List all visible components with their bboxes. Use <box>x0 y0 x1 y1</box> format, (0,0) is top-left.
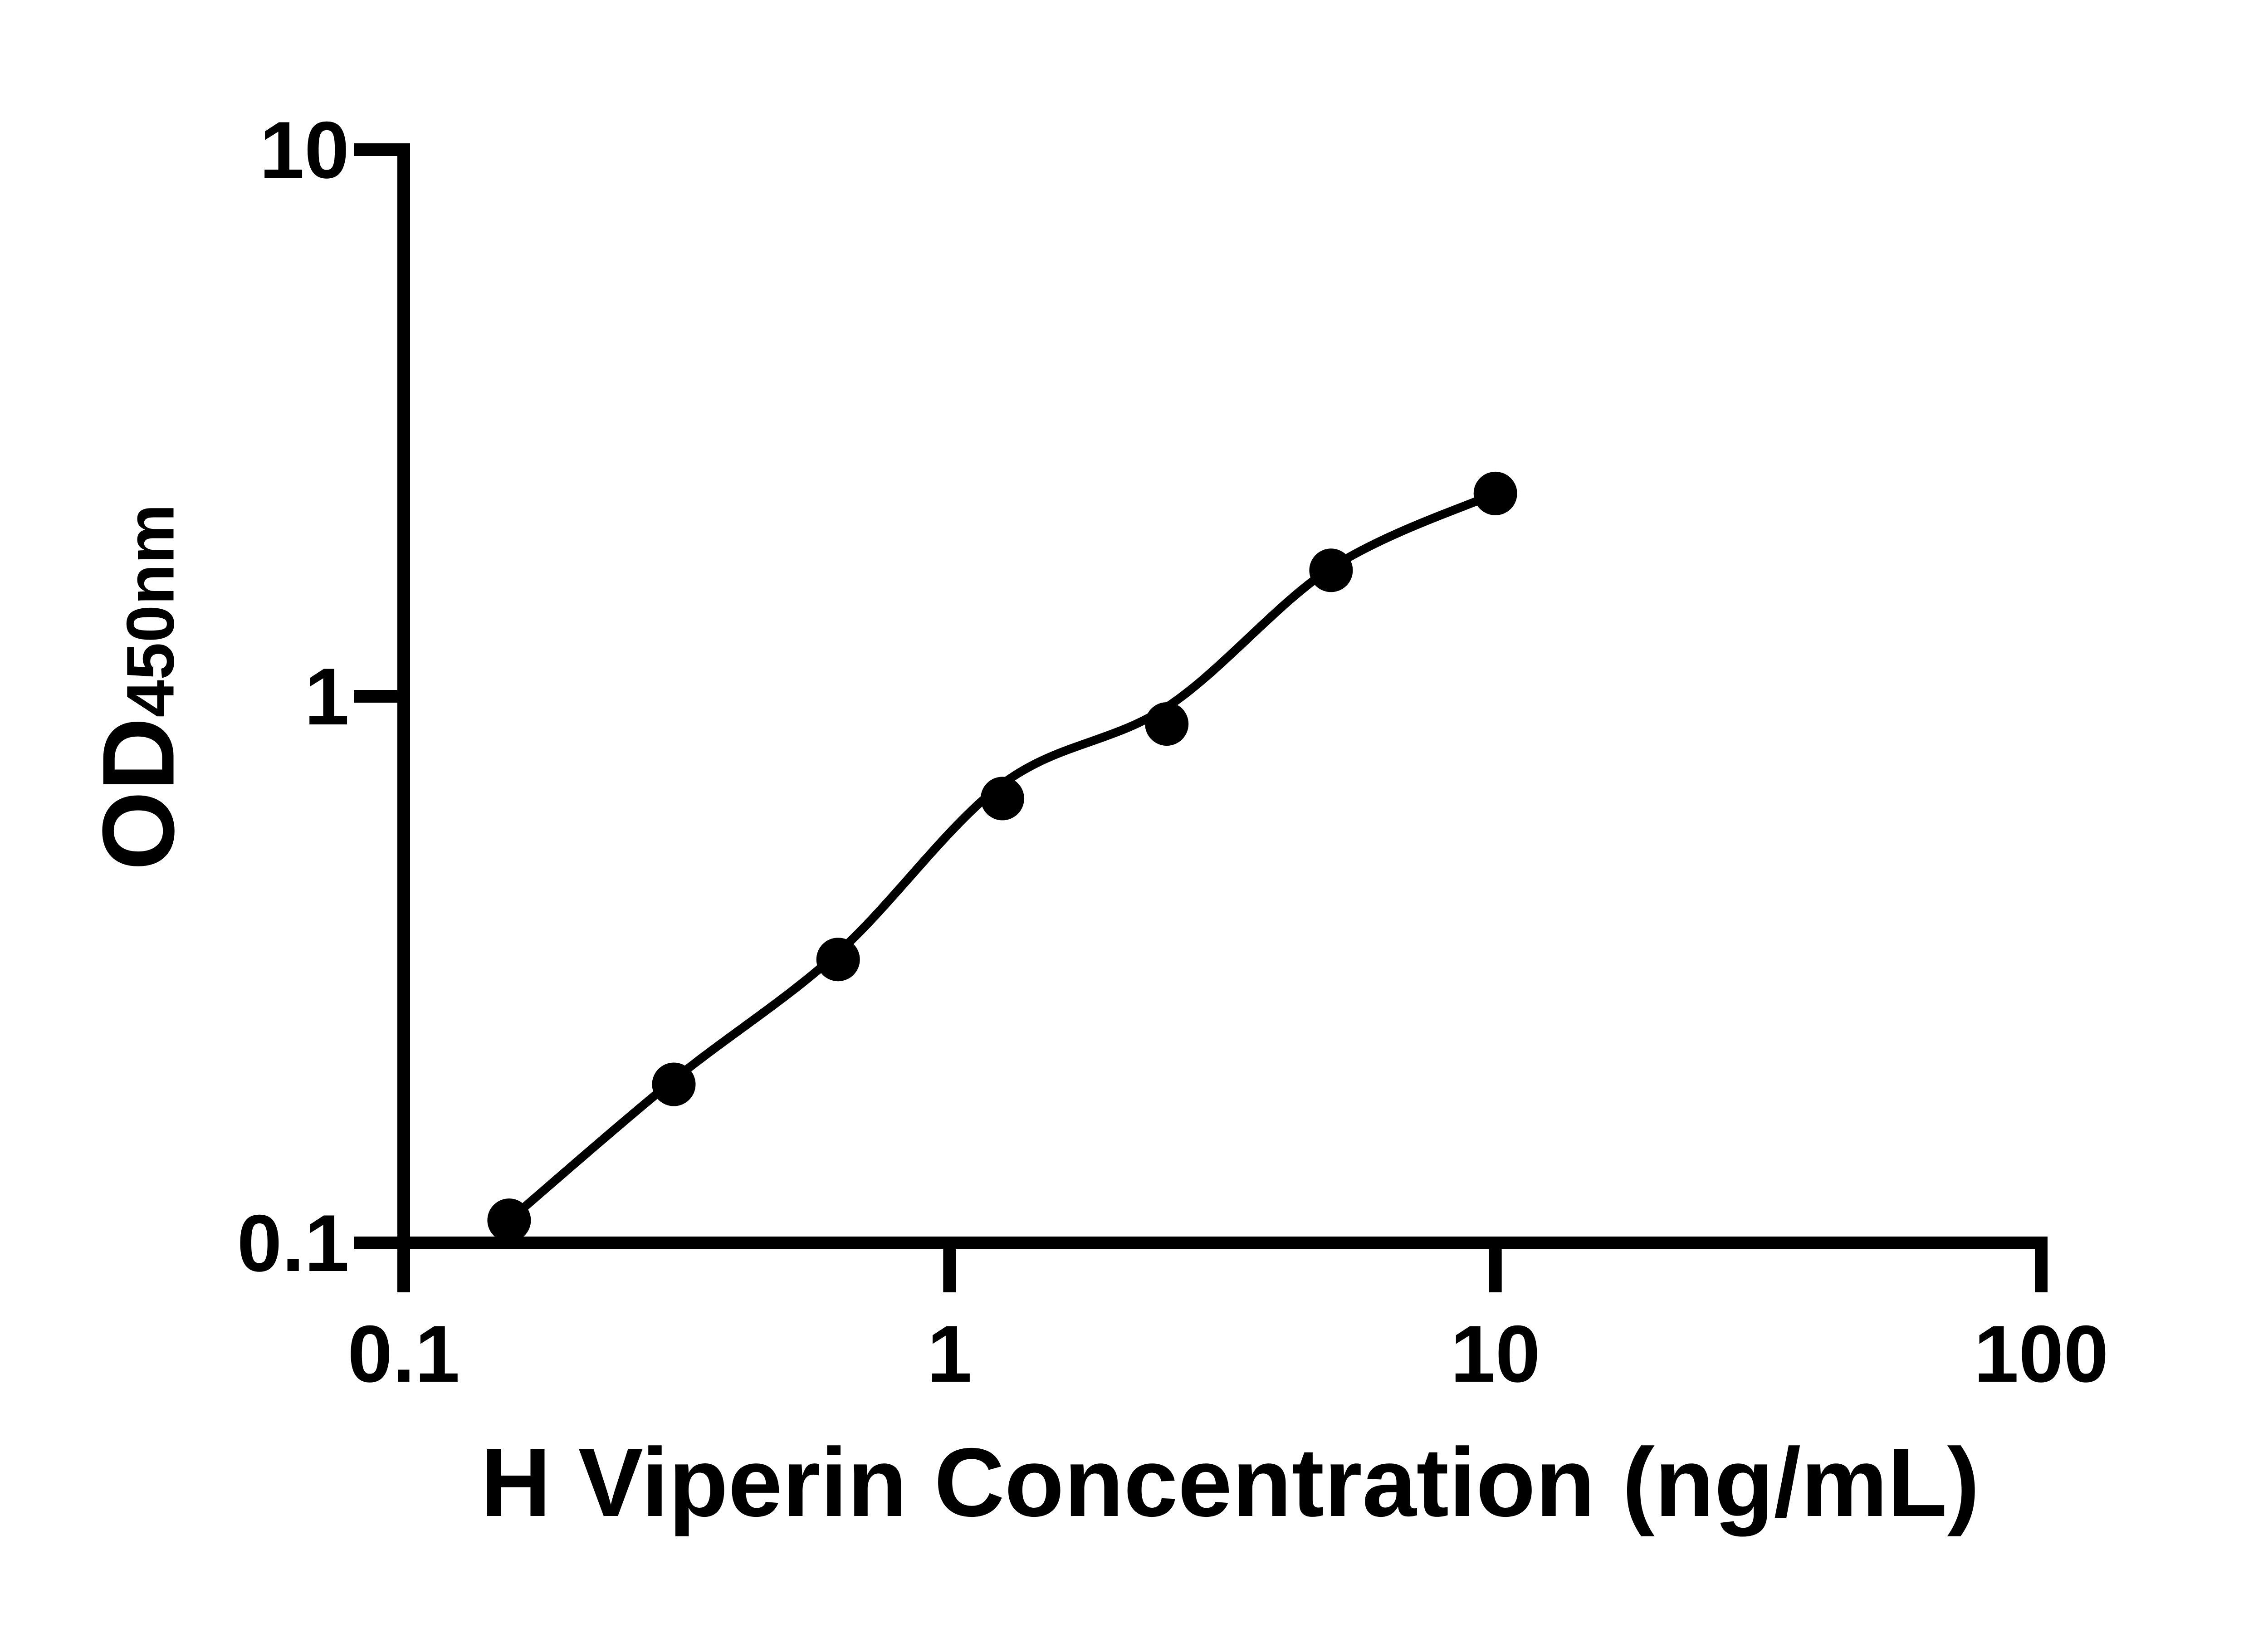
axis-spines <box>397 143 2048 1249</box>
x-tick-label: 1 <box>927 1309 972 1399</box>
y-axis-title: OD450nm <box>80 504 197 870</box>
y-tick-label: 0.1 <box>237 1198 349 1288</box>
fit-curve <box>506 489 1497 1224</box>
data-point-marker <box>487 1198 531 1242</box>
data-point-marker <box>1473 471 1517 515</box>
x-tick-label: 10 <box>1451 1309 1540 1399</box>
y-axis-title-main: OD <box>81 717 196 871</box>
x-tick-label: 0.1 <box>347 1309 459 1399</box>
data-point-marker <box>652 1062 696 1106</box>
y-tick-label: 10 <box>259 105 349 195</box>
data-point-marker <box>816 938 860 982</box>
data-point-marker <box>1145 702 1189 746</box>
data-point-marker <box>1309 548 1353 592</box>
y-axis-title-subscript: 450nm <box>113 504 188 718</box>
data-point-marker <box>980 777 1024 821</box>
x-tick-label: 100 <box>1974 1309 2109 1399</box>
y-tick-label: 1 <box>304 651 349 742</box>
x-axis-title: H Viperin Concentration (ng/mL) <box>480 1428 1980 1537</box>
